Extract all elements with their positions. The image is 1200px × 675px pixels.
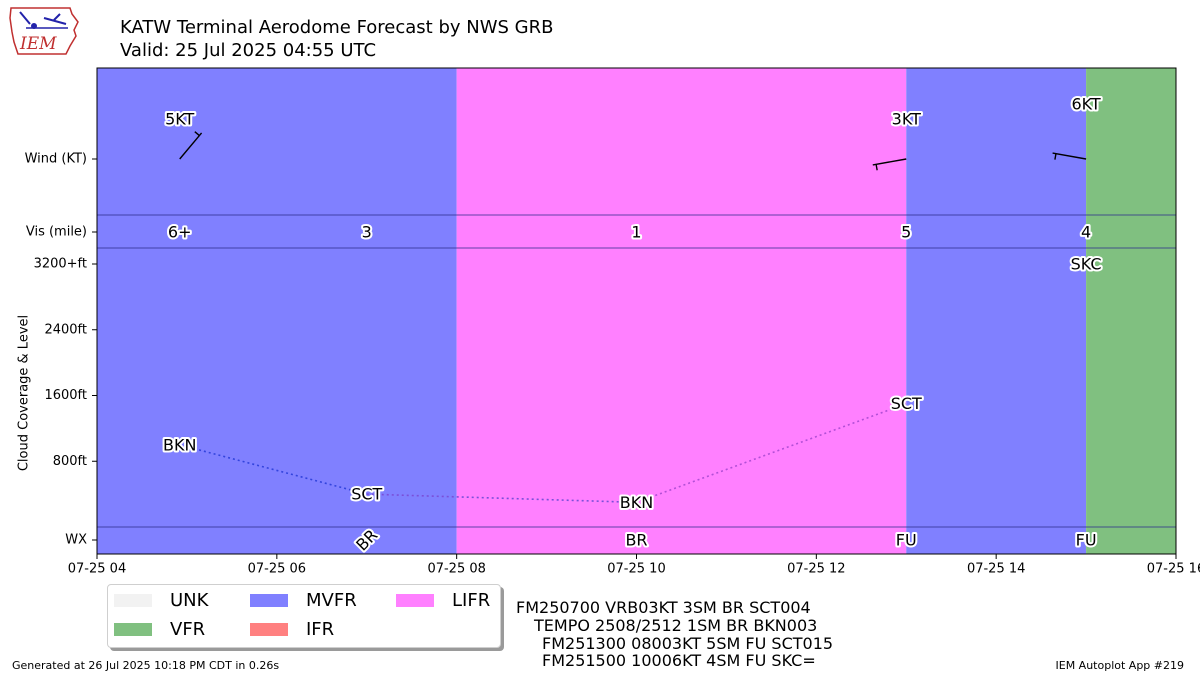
y-cloud-3-label: 3200+ft [34, 257, 87, 272]
wind-barb-flag-2 [1054, 153, 1057, 160]
legend-label-ifr: IFR [306, 619, 335, 640]
cloud-label-3: SCT [891, 394, 922, 413]
legend-label-vfr: VFR [170, 619, 206, 640]
chart-title: KATW Terminal Aerodome Forecast by NWS G… [120, 17, 554, 38]
wind-barb-shaft-2 [1052, 152, 1087, 160]
cloud-link-0 [179, 444, 367, 495]
app-footer: IEM Autoplot App #219 [1055, 659, 1185, 672]
wind-label-1: 3KT [892, 110, 921, 129]
vis-label-3: 5 [901, 223, 911, 242]
x-tick-label-6: 07-25 16 [1147, 562, 1200, 577]
category-bands [97, 68, 1176, 554]
wx-label-2: FU [896, 531, 917, 550]
x-tick-label-4: 07-25 12 [787, 562, 845, 577]
legend-swatch-lifr [396, 594, 434, 607]
band-lifr-1 [456, 68, 907, 554]
taf-line-3: FM251300 08003KT 5SM FU SCT015 [542, 634, 834, 653]
vis-label-1: 3 [362, 223, 372, 242]
taf-line-4: FM251500 10006KT 4SM FU SKC= [542, 651, 816, 670]
chart-subtitle: Valid: 25 Jul 2025 04:55 UTC [120, 40, 377, 61]
y-cloud-1-label: 1600ft [44, 388, 87, 403]
legend-swatch-mvfr [250, 594, 288, 607]
band-mvfr-2 [906, 68, 1087, 554]
x-tick-label-1: 07-25 06 [248, 562, 306, 577]
x-tick-label-5: 07-25 14 [967, 562, 1025, 577]
wx-label-1: BR [625, 531, 647, 550]
y-cloud-2-label: 2400ft [44, 322, 87, 337]
row-dividers [97, 214, 1176, 528]
band-mvfr-0 [97, 68, 457, 554]
legend-label-mvfr: MVFR [306, 590, 357, 611]
legend-swatch-ifr [250, 623, 288, 636]
vis-label-0: 6+ [168, 223, 192, 242]
taf-line-1: FM250700 VRB03KT 3SM BR SCT004 [516, 598, 811, 617]
axes: 07-25 04 07-25 06 07-25 08 07-25 10 07-25 12… [17, 152, 1200, 577]
x-tick-label-3: 07-25 10 [607, 562, 665, 577]
wind-barb-shaft-1 [872, 158, 907, 166]
cloud-label-2: BKN [620, 493, 653, 512]
y-wx-label: WX [65, 533, 87, 548]
wind-label-0: 5KT [165, 110, 194, 129]
generated-footer: Generated at 26 Jul 2025 10:18 PM CDT in… [12, 659, 280, 672]
cloud-label-4: SKC [1071, 255, 1102, 274]
legend-label-lifr: LIFR [452, 590, 491, 611]
y-wind-label: Wind (KT) [25, 152, 87, 167]
y-vis-label: Vis (mile) [26, 225, 87, 240]
band-vfr-3 [1086, 68, 1176, 554]
logo-text: IEM [19, 34, 57, 54]
iem-logo: IEM [8, 6, 80, 58]
wind-barb-flag-0 [194, 131, 200, 137]
x-tick-label-0: 07-25 04 [68, 562, 126, 577]
y-cloud-0-label: 800ft [53, 454, 87, 469]
legend-label-unk: UNK [170, 590, 209, 611]
legend-swatch-vfr [114, 623, 152, 636]
wind-label-2: 6KT [1071, 95, 1100, 114]
wx-label-3: FU [1076, 531, 1097, 550]
legend-item-lifr: LIFR [396, 590, 490, 611]
legend-item-unk: UNK [114, 590, 208, 611]
taf-line-2: TEMPO 2508/2512 1SM BR BKN003 [534, 616, 818, 635]
legend-swatch-unk [114, 594, 152, 607]
cloud-label-0: BKN [163, 435, 196, 454]
vis-label-2: 1 [631, 223, 641, 242]
wind-barb-flag-1 [875, 164, 878, 171]
y-axis-title: Cloud Coverage & Level [17, 315, 32, 471]
vis-label-4: 4 [1081, 223, 1091, 242]
legend-item-mvfr: MVFR [250, 590, 357, 611]
cloud-links [179, 402, 907, 504]
legend-item-vfr: VFR [114, 619, 205, 640]
legend-item-ifr: IFR [250, 619, 334, 640]
wind-barb-shaft-0 [179, 132, 203, 160]
cloud-label-1: SCT [351, 485, 382, 504]
x-tick-label-2: 07-25 08 [427, 562, 485, 577]
legend: UNK VFR MVFR IFR LIFR [107, 584, 501, 648]
